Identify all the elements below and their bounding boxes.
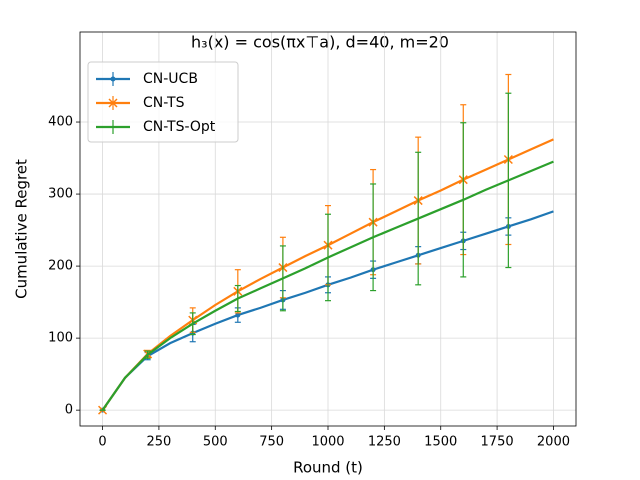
x-tick-label: 1250 [368, 435, 401, 450]
x-tick-label: 750 [259, 435, 284, 450]
legend-label: CN-UCB [143, 71, 198, 87]
x-tick-label: 500 [203, 435, 228, 450]
error-bar [279, 245, 286, 312]
y-tick-label: 400 [48, 115, 73, 130]
legend-label: CN-TS-Opt [143, 119, 216, 135]
x-axis-label: Round (t) [293, 459, 363, 477]
x-tick-label: 0 [98, 435, 106, 450]
error-bar [189, 312, 196, 336]
x-tick-label: 250 [146, 435, 171, 450]
error-bar [415, 151, 422, 286]
plot-frame [79, 31, 577, 427]
x-tick-label: 2000 [537, 435, 570, 450]
y-tick-label: 0 [65, 403, 73, 418]
y-tick-label: 200 [48, 259, 73, 274]
error-bar [505, 92, 512, 269]
marker [108, 98, 118, 108]
error-bar [370, 183, 377, 292]
legend-box [87, 61, 239, 143]
legend-label: CN-TS [143, 95, 185, 111]
x-tick-label: 1500 [424, 435, 457, 450]
y-axis-label: Cumulative Regret [13, 159, 31, 299]
x-tick-label: 1750 [481, 435, 514, 450]
error-bar [234, 284, 241, 313]
error-bar [144, 350, 151, 359]
marker [235, 312, 241, 318]
chart-title: h₃(x) = cos(πx⊤a), d=40, m=20 [191, 33, 449, 52]
y-tick-label: 100 [48, 331, 73, 346]
y-tick-label: 300 [48, 187, 73, 202]
marker [110, 76, 116, 82]
x-tick-label: 1000 [311, 435, 344, 450]
error-bar [460, 122, 467, 278]
error-bar [325, 213, 331, 302]
